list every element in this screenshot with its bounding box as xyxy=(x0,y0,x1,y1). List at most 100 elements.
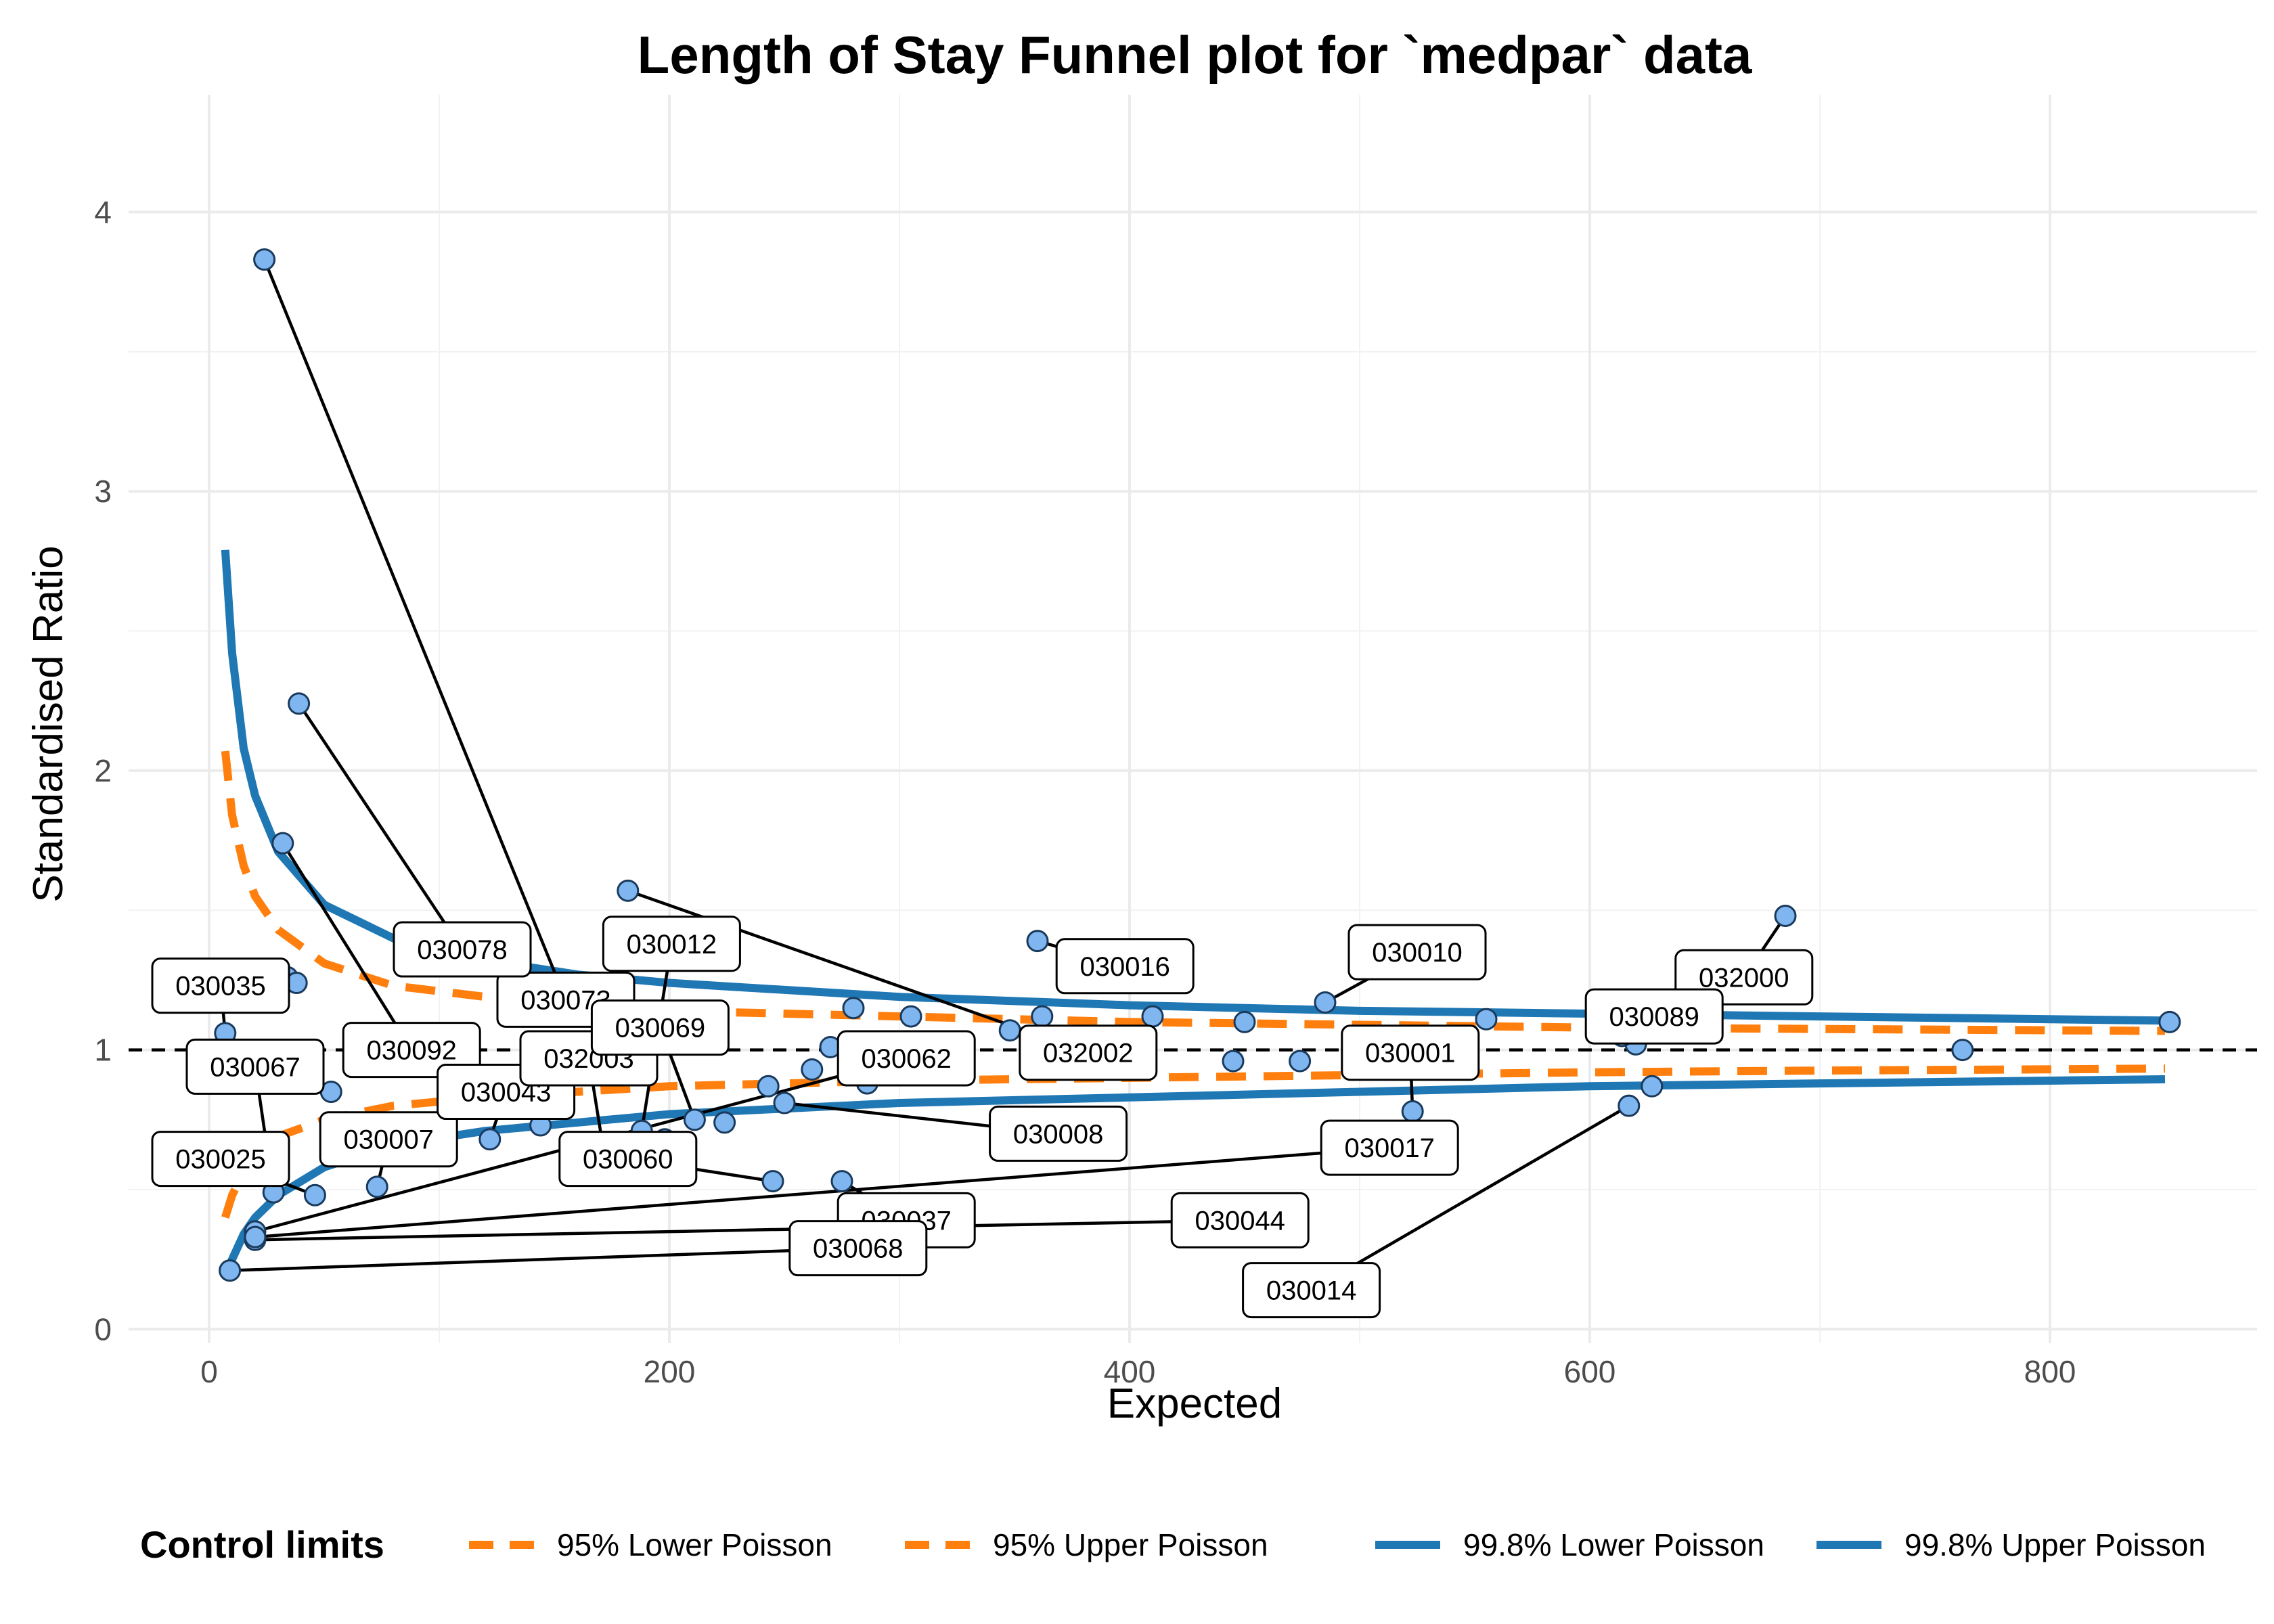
data-point xyxy=(773,1091,796,1114)
point-label-text: 030068 xyxy=(813,1234,903,1264)
point-label-030014: 030014 xyxy=(1242,1262,1381,1319)
point-label-030035: 030035 xyxy=(151,957,290,1014)
point-label-030068: 030068 xyxy=(788,1220,928,1277)
data-point xyxy=(617,879,640,902)
data-point xyxy=(1222,1050,1245,1073)
point-label-030025: 030025 xyxy=(151,1131,290,1188)
point-label-text: 030008 xyxy=(1013,1119,1103,1149)
data-point xyxy=(713,1111,736,1134)
point-label-box xyxy=(151,1131,290,1188)
data-point xyxy=(1031,1005,1054,1028)
y-axis-title: Standardised Ratio xyxy=(25,545,72,902)
data-point xyxy=(1618,1094,1641,1117)
point-label-box xyxy=(788,1220,928,1277)
data-point xyxy=(757,1075,780,1098)
data-point xyxy=(365,1175,388,1198)
x-axis-title: Expected xyxy=(1107,1380,1283,1427)
point-label-box xyxy=(1347,924,1487,980)
point-label-text: 030007 xyxy=(343,1125,433,1155)
point-label-030001: 030001 xyxy=(1341,1024,1480,1081)
point-label-text: 030044 xyxy=(1195,1206,1285,1236)
point-label-box xyxy=(590,999,730,1056)
x-tick-label: 600 xyxy=(1564,1354,1616,1389)
point-label-box xyxy=(837,1030,976,1087)
point-label-text: 030025 xyxy=(175,1145,265,1175)
data-point xyxy=(478,1128,501,1151)
point-label-text: 030001 xyxy=(1365,1039,1455,1068)
point-label-030017: 030017 xyxy=(1320,1119,1459,1176)
point-label-030007: 030007 xyxy=(319,1111,458,1168)
point-label-030089: 030089 xyxy=(1584,988,1724,1045)
x-tick-label: 0 xyxy=(200,1354,218,1389)
data-point xyxy=(288,692,311,715)
point-label-box xyxy=(1320,1119,1459,1176)
point-label-text: 030010 xyxy=(1372,938,1462,968)
point-label-box xyxy=(1019,1024,1158,1081)
data-point xyxy=(830,1170,853,1193)
point-label-030008: 030008 xyxy=(989,1105,1128,1162)
data-point xyxy=(1314,991,1337,1014)
data-point xyxy=(801,1058,824,1081)
point-label-030060: 030060 xyxy=(558,1131,698,1188)
legend-label-2: 95% Upper Poisson xyxy=(993,1527,1268,1562)
point-label-box xyxy=(558,1131,698,1188)
y-tick-label: 1 xyxy=(94,1033,112,1068)
point-label-030092: 030092 xyxy=(342,1022,481,1079)
point-label-box xyxy=(185,1038,325,1095)
x-tick-label: 400 xyxy=(1104,1354,1156,1389)
data-point xyxy=(1951,1039,1974,1062)
point-label-030016: 030016 xyxy=(1055,938,1195,995)
x-tick-label: 800 xyxy=(2024,1354,2076,1389)
point-label-box xyxy=(989,1105,1128,1162)
point-label-030078: 030078 xyxy=(393,921,532,978)
y-tick-label: 4 xyxy=(94,194,112,229)
label-leader-line xyxy=(254,1219,1241,1242)
point-label-text: 030012 xyxy=(627,930,717,960)
point-label-box xyxy=(1170,1192,1310,1248)
label-leader-line xyxy=(254,1146,1390,1239)
point-label-030069: 030069 xyxy=(590,999,730,1056)
data-point xyxy=(1141,1005,1164,1028)
point-label-box xyxy=(342,1022,481,1079)
point-label-text: 032000 xyxy=(1699,963,1789,993)
point-label-text: 030089 xyxy=(1609,1002,1699,1032)
legend-label-3: 99.8% Lower Poisson xyxy=(1463,1527,1764,1562)
point-label-text: 030060 xyxy=(583,1145,673,1175)
point-label-text: 030069 xyxy=(615,1014,705,1043)
data-point xyxy=(899,1005,922,1028)
legend: Control limits 95% Lower Poisson 95% Uppe… xyxy=(140,1523,2206,1566)
point-label-030062: 030062 xyxy=(837,1030,976,1087)
point-label-030067: 030067 xyxy=(185,1038,325,1095)
data-point xyxy=(1026,930,1049,953)
point-label-text: 030017 xyxy=(1344,1133,1434,1163)
point-label-text: 030014 xyxy=(1266,1276,1356,1306)
data-point xyxy=(683,1108,706,1131)
point-label-box xyxy=(602,916,741,972)
point-label-text: 030067 xyxy=(210,1052,300,1082)
data-point xyxy=(2158,1010,2181,1033)
point-label-text: 030035 xyxy=(175,972,265,1001)
tick-labels: 0 200 400 600 800 0 1 2 3 4 xyxy=(94,194,2076,1389)
point-label-030012: 030012 xyxy=(602,916,741,972)
data-point xyxy=(303,1183,326,1206)
point-label-text: 030062 xyxy=(861,1044,951,1074)
point-label-text: 030078 xyxy=(417,935,507,965)
point-label-box xyxy=(151,957,290,1014)
point-label-box xyxy=(1242,1262,1381,1319)
point-label-032002: 032002 xyxy=(1019,1024,1158,1081)
data-point xyxy=(1233,1010,1256,1033)
point-label-box xyxy=(1055,938,1195,995)
chart-title: Length of Stay Funnel plot for `medpar` … xyxy=(638,25,1752,85)
data-point xyxy=(219,1259,242,1282)
data-point xyxy=(1641,1075,1664,1098)
label-leader-line xyxy=(263,258,568,1001)
legend-label-1: 95% Lower Poisson xyxy=(557,1527,832,1562)
y-tick-label: 0 xyxy=(94,1311,112,1347)
point-label-box xyxy=(319,1111,458,1168)
x-tick-label: 200 xyxy=(644,1354,696,1389)
data-point xyxy=(1289,1050,1312,1073)
label-leader-line xyxy=(1310,1104,1630,1292)
